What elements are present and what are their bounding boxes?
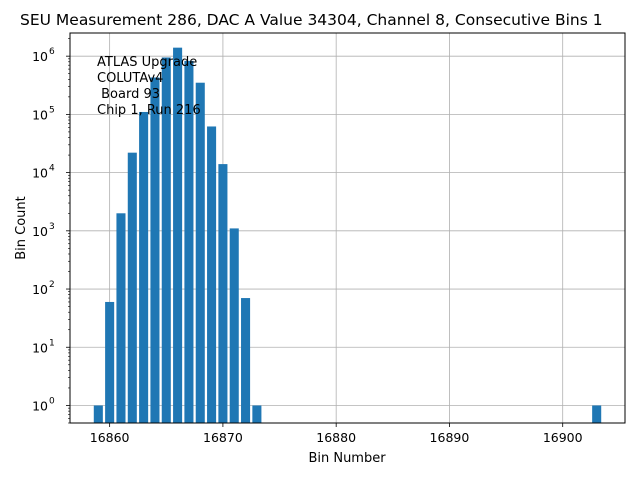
plot-frame bbox=[69, 32, 626, 424]
bar bbox=[139, 111, 149, 423]
y-axis-title: Bin Count bbox=[14, 196, 29, 260]
bar bbox=[127, 152, 137, 423]
y-tick-label-base: 10 bbox=[32, 282, 48, 297]
y-tick-label-exponent: 0 bbox=[49, 396, 55, 406]
y-tick-label: 10 6 bbox=[32, 47, 55, 64]
y-tick-label-exponent: 6 bbox=[49, 47, 55, 57]
y-tick-label-base: 10 bbox=[32, 224, 48, 239]
annotation-line: ATLAS Upgrade bbox=[97, 55, 197, 70]
y-tick-label-base: 10 bbox=[32, 49, 48, 64]
bar bbox=[241, 298, 251, 423]
bar bbox=[150, 77, 160, 424]
chart-title: SEU Measurement 286, DAC A Value 34304, … bbox=[20, 11, 603, 29]
y-tick-label-exponent: 5 bbox=[49, 105, 55, 115]
y-tick-label-exponent: 3 bbox=[49, 222, 55, 232]
bar bbox=[207, 126, 217, 424]
y-tick-label: 10 2 bbox=[32, 280, 55, 297]
y-tick-label: 10 0 bbox=[32, 396, 55, 413]
y-tick-label-base: 10 bbox=[32, 340, 48, 355]
x-tick-label: 16860 bbox=[90, 430, 130, 445]
y-tick-label-exponent: 2 bbox=[49, 280, 55, 290]
bar bbox=[173, 47, 183, 423]
y-tick-label-base: 10 bbox=[32, 166, 48, 181]
bar bbox=[116, 213, 126, 423]
bar bbox=[195, 82, 205, 424]
y-tick-label-base: 10 bbox=[32, 107, 48, 122]
bar bbox=[105, 301, 115, 423]
bar bbox=[229, 228, 239, 423]
x-axis: 16860 16870 16880 16890 16900 bbox=[90, 423, 583, 445]
x-tick-label: 16880 bbox=[316, 430, 356, 445]
y-tick-label-exponent: 4 bbox=[49, 164, 55, 174]
y-tick-label: 10 5 bbox=[32, 105, 55, 122]
annotation-line: COLUTAv4 bbox=[97, 71, 163, 86]
bar bbox=[592, 405, 602, 423]
annotation-line: Chip 1, Run 216 bbox=[97, 103, 201, 118]
x-axis-title: Bin Number bbox=[308, 451, 386, 466]
bar bbox=[252, 405, 262, 423]
bar bbox=[93, 405, 103, 423]
y-tick-label: 10 1 bbox=[32, 338, 55, 355]
x-tick-label: 16890 bbox=[430, 430, 470, 445]
annotation-line: Board 93 bbox=[97, 87, 160, 102]
bar bbox=[184, 60, 194, 424]
bar bbox=[218, 164, 228, 424]
x-tick-label: 16870 bbox=[203, 430, 243, 445]
y-tick-label-base: 10 bbox=[32, 398, 48, 413]
x-tick-label: 16900 bbox=[543, 430, 583, 445]
bars bbox=[93, 47, 602, 424]
y-tick-label: 10 3 bbox=[32, 222, 55, 239]
bar bbox=[161, 57, 171, 424]
y-tick-label-exponent: 1 bbox=[49, 338, 55, 348]
y-tick-label: 10 4 bbox=[32, 164, 55, 181]
